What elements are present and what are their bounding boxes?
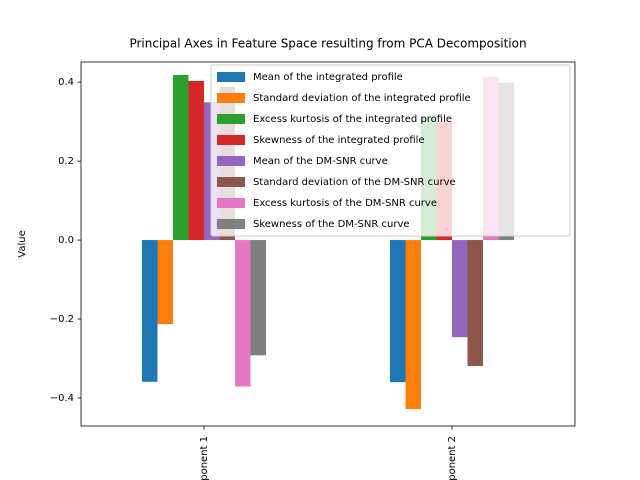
bar	[157, 240, 173, 325]
legend-box	[210, 64, 571, 237]
y-axis-label: Value	[17, 230, 28, 257]
bar	[188, 80, 204, 241]
bar	[405, 240, 421, 410]
y-tick-label: −0.4	[50, 393, 74, 404]
y-tick-label: 0.2	[58, 156, 74, 167]
y-tick-label: 0.4	[58, 77, 74, 88]
bar	[452, 240, 468, 338]
bar	[250, 240, 266, 356]
plot-frame	[80, 61, 576, 427]
legend-text: Mean of the integrated profile	[253, 72, 403, 83]
x-tick-label: Component 2	[447, 436, 458, 480]
legend-swatch	[217, 72, 245, 82]
legend-text: Standard deviation of the DM-SNR curve	[253, 177, 456, 188]
bar	[467, 240, 483, 366]
bar	[235, 240, 251, 387]
legend-swatch	[217, 156, 245, 166]
legend-text: Skewness of the DM-SNR curve	[253, 219, 410, 230]
bar	[390, 240, 406, 383]
legend-text: Excess kurtosis of the integrated profil…	[253, 114, 452, 125]
legend-text: Excess kurtosis of the DM-SNR curve	[253, 198, 437, 209]
legend-text: Standard deviation of the integrated pro…	[253, 93, 471, 104]
legend-swatch	[217, 177, 245, 187]
y-tick-label: 0.0	[58, 235, 74, 246]
bar	[142, 240, 158, 382]
chart-title: Principal Axes in Feature Space resultin…	[129, 37, 526, 51]
legend-text: Skewness of the integrated profile	[253, 135, 425, 146]
y-tick-label: −0.2	[50, 314, 74, 325]
x-tick-label: Component 1	[199, 436, 210, 480]
legend-swatch	[217, 114, 245, 124]
bar	[173, 75, 189, 241]
legend-swatch	[217, 135, 245, 145]
legend-swatch	[217, 93, 245, 103]
legend-text: Mean of the DM-SNR curve	[253, 156, 388, 167]
legend-swatch	[217, 219, 245, 229]
legend-swatch	[217, 198, 245, 208]
